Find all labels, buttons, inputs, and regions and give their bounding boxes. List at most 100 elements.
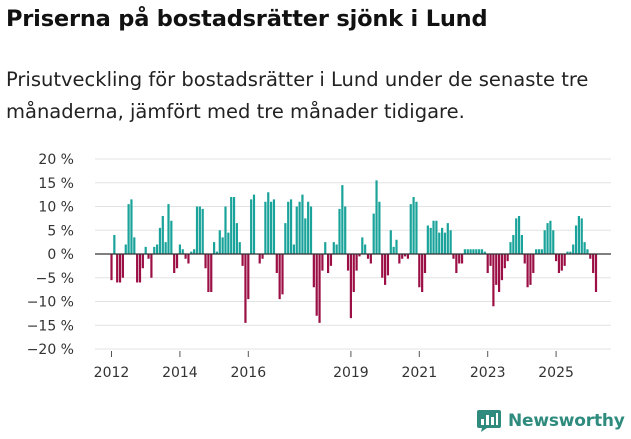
bar [278,254,281,300]
bar [264,201,267,254]
bar [458,254,461,264]
bar [403,254,407,257]
bar [549,220,552,254]
bar [395,239,398,254]
bar [446,223,449,254]
newsworthy-logo-text: Newsworthy [508,411,625,431]
y-tick-label: 20 % [38,152,74,168]
bar [586,249,589,254]
bar [378,201,381,254]
annotations: −8 % [583,0,619,4]
bar [324,242,327,254]
bar [167,204,170,254]
bar [500,254,504,281]
bar [221,237,224,254]
bar [455,254,458,273]
bar [418,254,421,288]
bar [318,254,321,323]
bar [543,230,546,254]
bar [386,254,390,276]
bar [195,206,199,254]
bar [321,254,324,271]
bar [247,254,250,300]
bar [116,254,119,283]
bar [469,249,472,254]
bar [557,254,561,273]
bar [489,254,492,266]
bar [230,197,233,254]
bar [592,254,595,273]
bar [406,254,409,259]
bar [187,254,190,264]
bar [238,242,241,254]
bar [532,254,535,273]
bar [178,244,181,254]
bar [401,254,404,259]
bar [503,254,506,269]
bar [164,242,167,254]
bar [201,208,204,254]
bar [133,237,136,254]
bar [250,199,253,254]
bar [141,254,144,269]
y-axis-labels: 20 % 15 % 10 % 5 % 0 % −5 % −10 % −15 % −20 % [27,152,74,358]
bar [546,223,549,254]
bar [463,249,466,254]
bar [495,254,498,285]
bar [509,242,512,254]
bar [415,201,418,254]
bar [529,254,532,285]
bar [478,249,481,254]
bar [526,254,529,288]
bar [156,244,159,254]
bar [304,218,307,254]
bar [127,204,130,254]
bar [589,254,592,259]
chart-title: Priserna på bostadsrätter sjönk i Lund [6,6,488,32]
bar [369,254,372,264]
bar [426,225,429,254]
bar [173,254,176,273]
bar [144,246,147,254]
bar [492,254,495,307]
bar [153,246,156,254]
bar [161,216,164,254]
bar [338,208,341,254]
bar [213,242,216,254]
bar [577,216,580,254]
newsworthy-logo: Newsworthy [476,406,625,436]
bar [270,201,273,254]
bar [583,242,586,254]
bar [381,254,384,278]
x-tick-label: 2019 [333,365,369,381]
bar [563,254,566,266]
bar [295,206,298,254]
bar [452,254,455,259]
bar [535,249,538,254]
bar [517,216,521,254]
bar [224,206,227,254]
bar [147,254,150,259]
gridlines [95,158,611,350]
bar [121,254,124,278]
bar [375,180,378,254]
bar [235,223,238,254]
bars [110,180,598,323]
bar [287,201,290,254]
bar [372,213,375,254]
bar [506,254,509,262]
bar [210,254,213,292]
bar [136,254,139,283]
bar [193,249,196,254]
bar [113,235,116,254]
bar [384,254,387,285]
bar [475,249,478,254]
bar [130,199,133,254]
bar [483,251,486,254]
bar [309,206,313,254]
bar [421,254,424,292]
y-tick-label: 5 % [47,223,74,239]
bar [190,251,193,254]
bar [341,185,344,254]
bar [498,254,501,292]
